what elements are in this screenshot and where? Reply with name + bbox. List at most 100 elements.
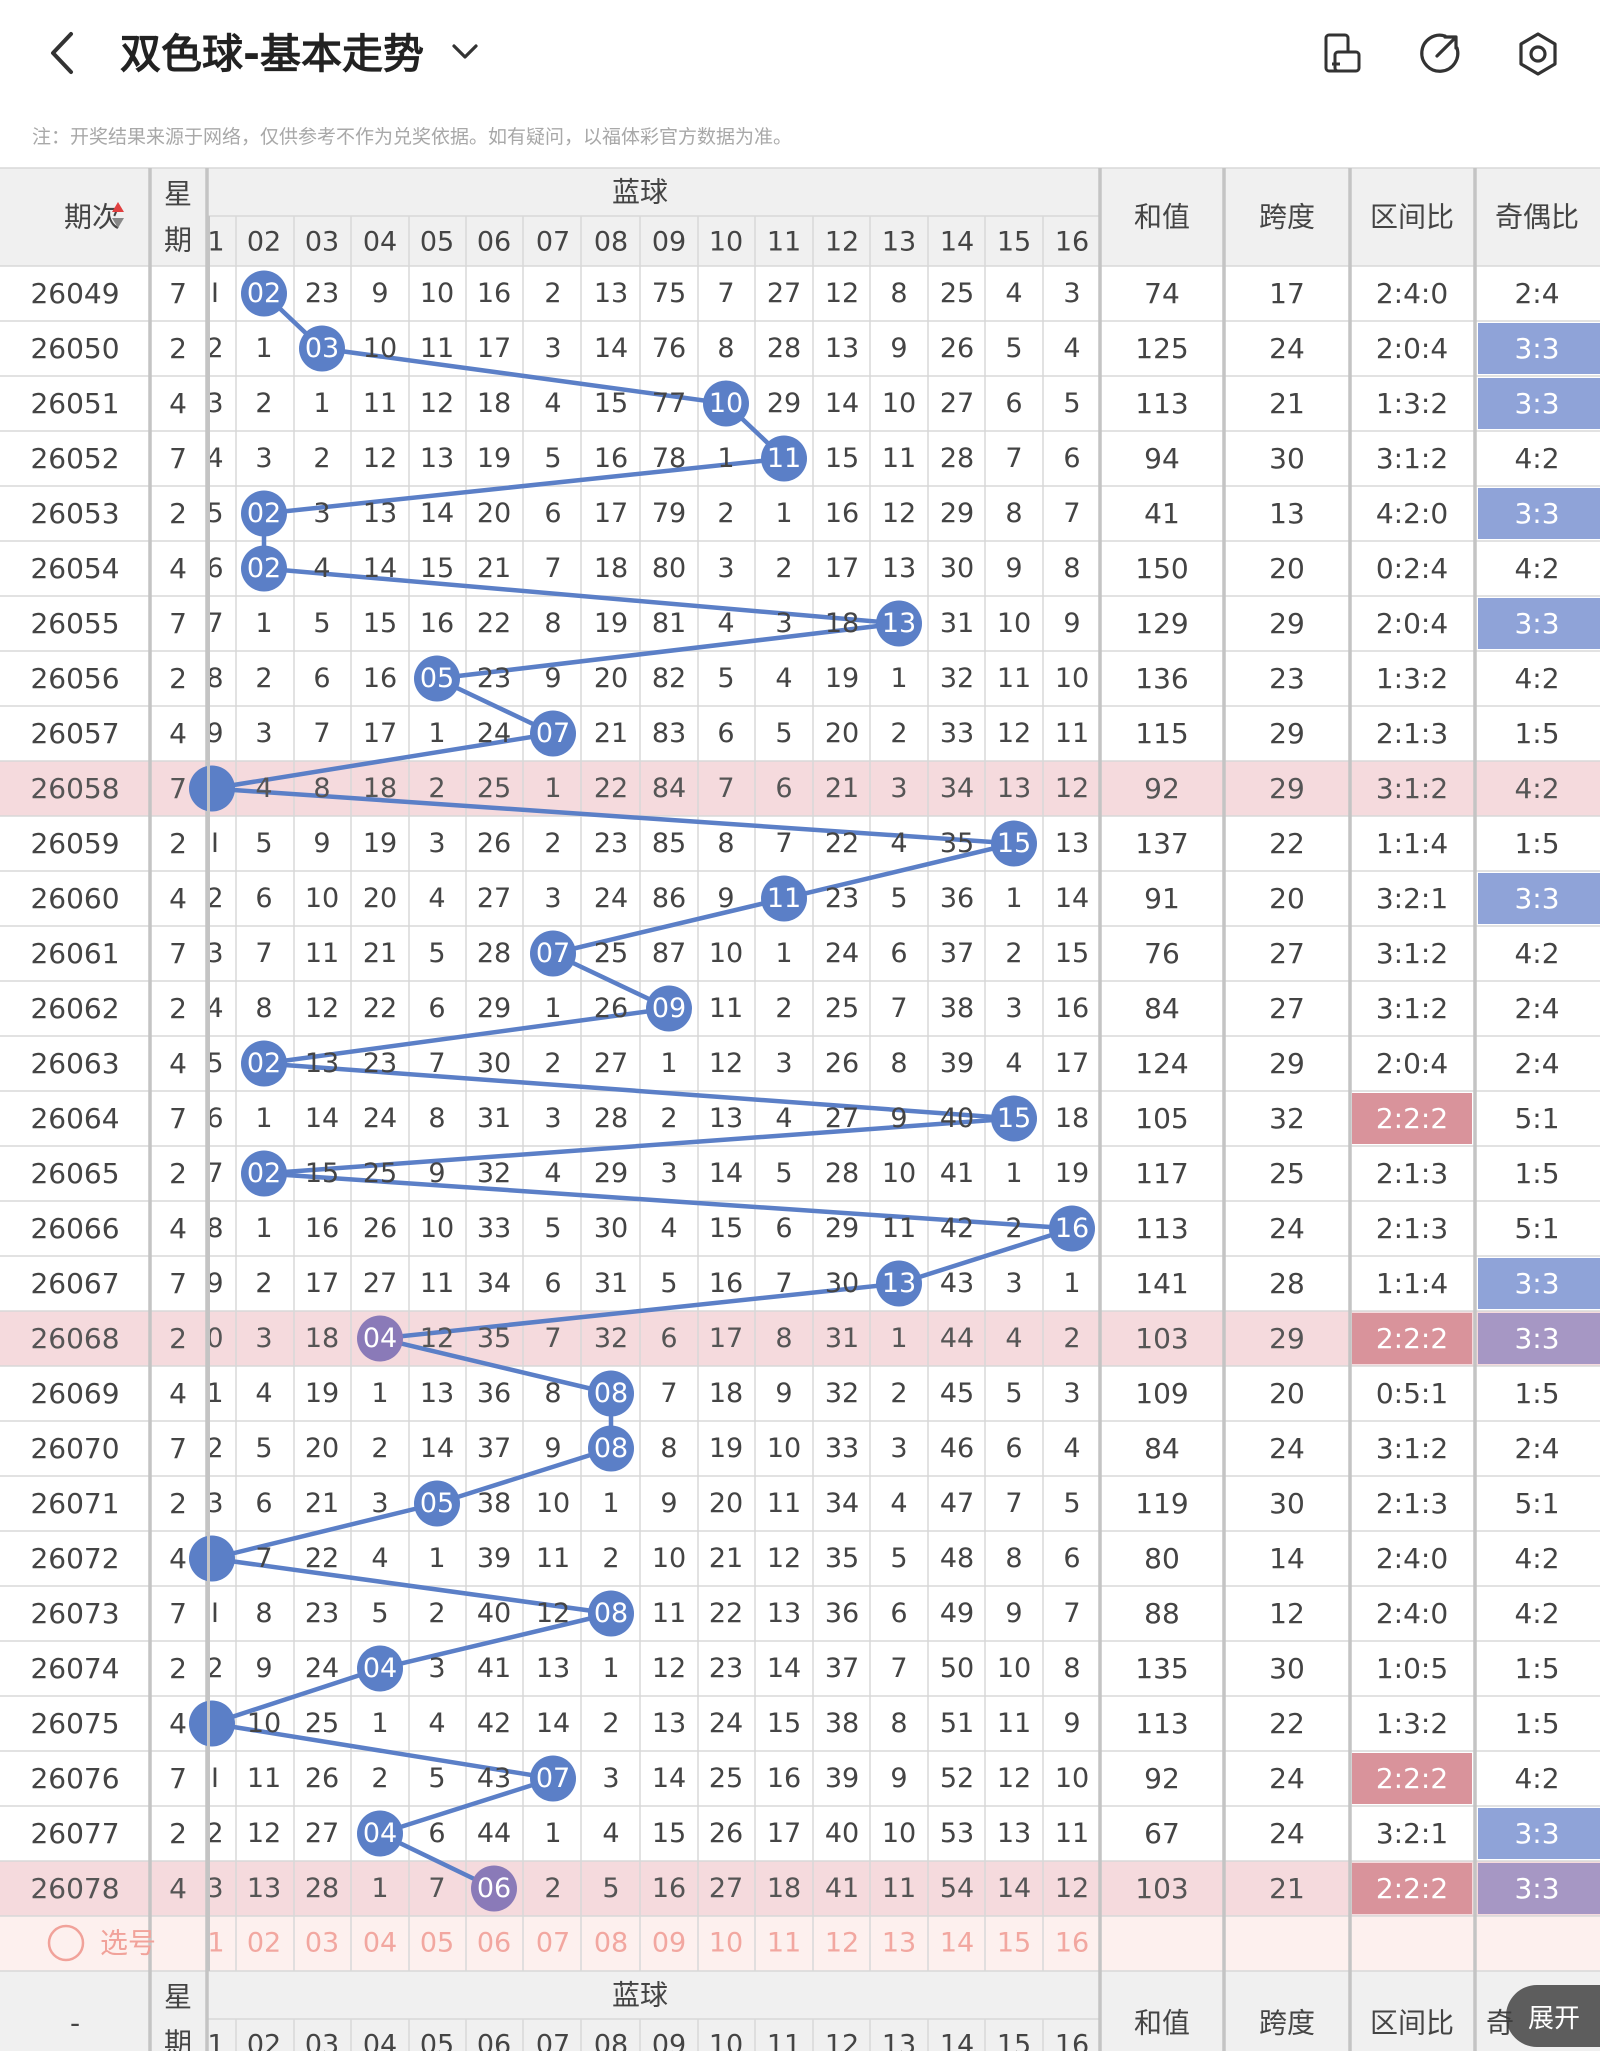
select-number[interactable]: 14: [940, 1928, 974, 1959]
span-cell: 24: [1269, 332, 1305, 365]
omission-cell: 10: [536, 1488, 570, 1519]
phone-rotate-icon[interactable]: [1318, 30, 1366, 78]
omission-cell: 16: [825, 498, 859, 529]
blue-col1-cell: 8: [206, 663, 223, 694]
omission-cell: 6: [544, 1268, 561, 1299]
zone-ratio-cell: 2:0:4: [1376, 332, 1448, 365]
omission-cell: 8: [255, 1598, 272, 1629]
blue-ball-number: 08: [594, 1433, 628, 1464]
omission-cell: 27: [940, 388, 974, 419]
zone-ratio-badge: [1352, 1863, 1472, 1914]
select-number[interactable]: 1: [207, 1928, 224, 1959]
omission-cell: 3: [775, 608, 792, 639]
weekday-cell: 2: [169, 662, 187, 695]
omission-cell: 48: [940, 1543, 974, 1574]
omission-cell: 1: [255, 1103, 272, 1134]
period-header[interactable]: 期次: [64, 201, 120, 234]
select-number[interactable]: 15: [997, 1928, 1031, 1959]
omission-cell: 43: [477, 1763, 511, 1794]
blue-col1-cell: I: [211, 1598, 219, 1629]
expand-button[interactable]: 展开: [1506, 1985, 1600, 2047]
select-number[interactable]: 06: [477, 1928, 511, 1959]
sort-asc-icon[interactable]: [112, 202, 124, 212]
odd-even-cell: 1:5: [1514, 1377, 1559, 1410]
weekday-cell: 2: [169, 497, 187, 530]
omission-cell: 80: [652, 553, 686, 584]
zone-ratio-cell: 2:1:3: [1376, 717, 1448, 750]
period-cell: 26078: [30, 1872, 119, 1905]
omission-cell: 5: [1063, 1488, 1080, 1519]
sum-header: 和值: [1134, 201, 1190, 234]
sum-cell: 67: [1144, 1817, 1180, 1850]
select-number[interactable]: 04: [363, 1928, 397, 1959]
omission-cell: 4: [544, 388, 561, 419]
omission-cell: 7: [1005, 1488, 1022, 1519]
blue-ball-marker: [761, 435, 807, 482]
omission-cell: 42: [477, 1708, 511, 1739]
chevron-down-icon[interactable]: [448, 34, 482, 68]
omission-cell: 13: [709, 1103, 743, 1134]
select-number[interactable]: 13: [882, 1928, 916, 1959]
omission-cell: 10: [882, 1818, 916, 1849]
page-title[interactable]: 双色球-基本走势: [120, 30, 425, 78]
select-number[interactable]: 05: [420, 1928, 454, 1959]
share-icon[interactable]: [1415, 30, 1463, 78]
select-radio[interactable]: [47, 1924, 85, 1962]
blue-col1-cell: 9: [206, 718, 223, 749]
omission-cell: 6: [544, 498, 561, 529]
omission-cell: 7: [890, 993, 907, 1024]
omission-cell: 15: [652, 1818, 686, 1849]
omission-cell: 41: [940, 1158, 974, 1189]
odd-even-cell: 1:5: [1514, 1157, 1559, 1190]
select-number[interactable]: 07: [536, 1928, 570, 1959]
omission-cell: 2: [602, 1543, 619, 1574]
zone-ratio-cell: 0:2:4: [1376, 552, 1448, 585]
select-label[interactable]: 选号: [100, 1927, 156, 1960]
omission-cell: 38: [940, 993, 974, 1024]
odd-even-cell: 2:4: [1514, 277, 1559, 310]
omission-cell: 40: [940, 1103, 974, 1134]
omission-cell: 13: [247, 1873, 281, 1904]
omission-cell: 16: [305, 1213, 339, 1244]
select-number[interactable]: 11: [767, 1928, 801, 1959]
settings-hex-icon[interactable]: [1514, 30, 1562, 78]
omission-cell: 2: [775, 993, 792, 1024]
omission-cell: 6: [660, 1323, 677, 1354]
select-number[interactable]: 08: [594, 1928, 628, 1959]
omission-cell: 1: [371, 1378, 388, 1409]
omission-cell: 36: [825, 1598, 859, 1629]
omission-cell: 12: [825, 278, 859, 309]
omission-cell: 29: [940, 498, 974, 529]
omission-cell: 7: [1063, 498, 1080, 529]
omission-cell: 3: [313, 498, 330, 529]
odd-even-cell: 3:3: [1514, 332, 1559, 365]
odd-even-badge: [1478, 598, 1600, 649]
select-number[interactable]: 02: [247, 1928, 281, 1959]
omission-cell: 45: [940, 1378, 974, 1409]
select-number[interactable]: 10: [709, 1928, 743, 1959]
omission-cell: 39: [940, 1048, 974, 1079]
omission-cell: 14: [825, 388, 859, 419]
omission-cell: 36: [940, 883, 974, 914]
blue-ball-marker: [588, 1590, 634, 1637]
select-number[interactable]: 09: [652, 1928, 686, 1959]
select-number[interactable]: 16: [1055, 1928, 1089, 1959]
sum-cell: 92: [1144, 1762, 1180, 1795]
omission-cell: 15: [825, 443, 859, 474]
select-number[interactable]: 12: [825, 1928, 859, 1959]
footer-blue-group: 蓝球: [612, 1979, 668, 2012]
sum-cell: 76: [1144, 937, 1180, 970]
odd-even-cell: 3:3: [1514, 1817, 1559, 1850]
omission-cell: 19: [477, 443, 511, 474]
omission-cell: 16: [1055, 993, 1089, 1024]
select-number[interactable]: 03: [305, 1928, 339, 1959]
sort-desc-icon[interactable]: [112, 218, 124, 228]
select-bar-bg: [0, 1916, 1600, 1971]
back-arrow-icon[interactable]: [42, 28, 82, 78]
omission-cell: 3: [1005, 1268, 1022, 1299]
period-cell: 26066: [30, 1212, 119, 1245]
blue-ball-number: 06: [477, 1873, 511, 1904]
footer-blue-number: 05: [420, 2030, 454, 2051]
omission-cell: 76: [652, 333, 686, 364]
odd-even-cell: 1:5: [1514, 1707, 1559, 1740]
